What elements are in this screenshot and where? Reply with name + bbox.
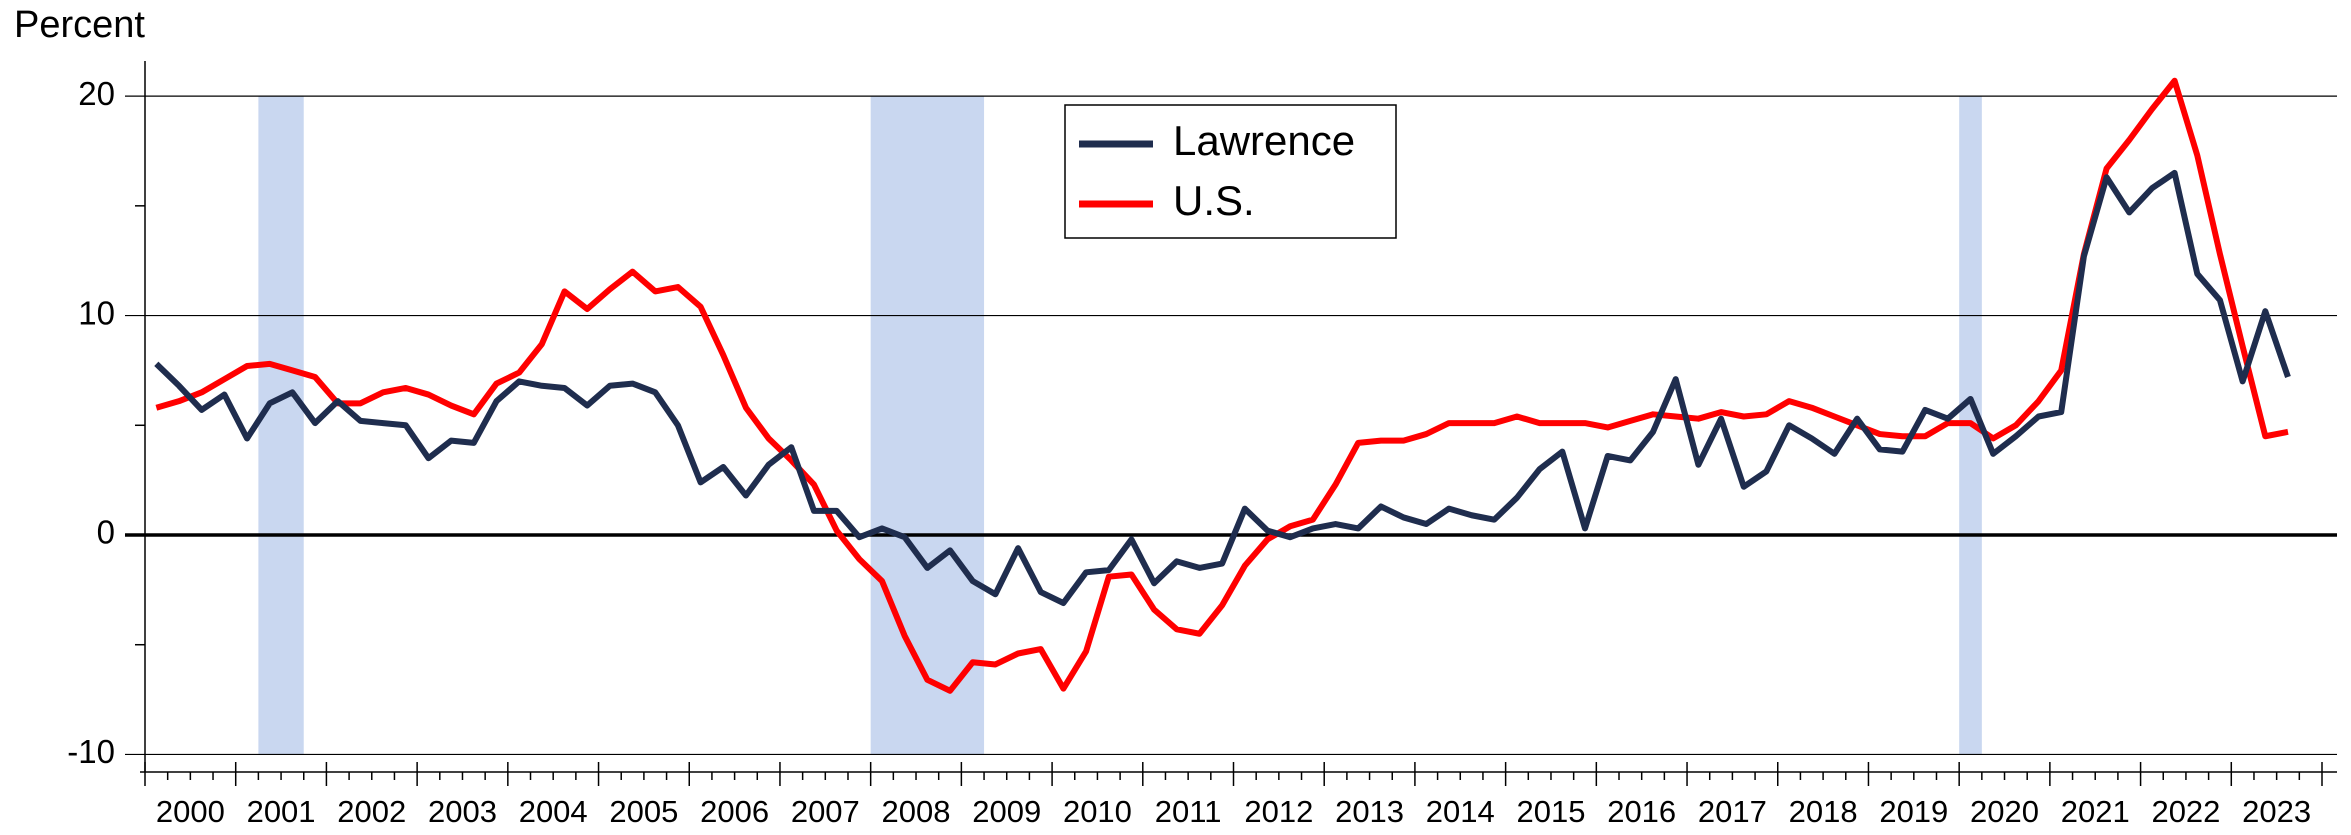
y-tick-label: 10 [78, 294, 115, 331]
y-tick-label: 20 [78, 75, 115, 112]
y-axis-label: Percent [14, 4, 145, 46]
y-tick-label: -10 [67, 733, 115, 770]
x-tick-label: 2010 [1063, 794, 1132, 829]
recession-band [258, 96, 304, 755]
x-tick-label: 2001 [247, 794, 316, 829]
x-tick-label: 2005 [609, 794, 678, 829]
x-tick-label: 2004 [519, 794, 588, 829]
x-tick-label: 2015 [1516, 794, 1585, 829]
x-tick-label: 2012 [1244, 794, 1313, 829]
x-tick-label: 2009 [972, 794, 1041, 829]
recession-band [870, 96, 985, 755]
x-tick-label: 2018 [1789, 794, 1858, 829]
x-tick-label: 2000 [156, 794, 225, 829]
x-tick-label: 2002 [337, 794, 406, 829]
x-tick-label: 2020 [1970, 794, 2039, 829]
x-tick-label: 2003 [428, 794, 497, 829]
series-line [154, 169, 2291, 607]
x-tick-label: 2013 [1335, 794, 1404, 829]
legend-box [1064, 104, 1397, 239]
x-tick-label: 2021 [2061, 794, 2130, 829]
legend: Lawrence U.S. [1064, 104, 1397, 239]
legend-label: U.S. [1173, 177, 1255, 224]
x-tick-label: 2019 [1879, 794, 1948, 829]
series-line [155, 77, 2289, 694]
x-tick-label: 2008 [882, 794, 951, 829]
x-tick-label: 2022 [2151, 794, 2220, 829]
x-tick-label: 2023 [2242, 794, 2311, 829]
legend-label: Lawrence [1173, 117, 1355, 164]
y-tick-label: 0 [97, 514, 115, 551]
x-tick-label: 2011 [1155, 794, 1222, 829]
x-tick-label: 2017 [1698, 794, 1767, 829]
x-tick-label: 2014 [1426, 794, 1495, 829]
x-tick-label: 2007 [791, 794, 860, 829]
x-tick-label: 2016 [1607, 794, 1676, 829]
x-tick-label: 2006 [700, 794, 769, 829]
